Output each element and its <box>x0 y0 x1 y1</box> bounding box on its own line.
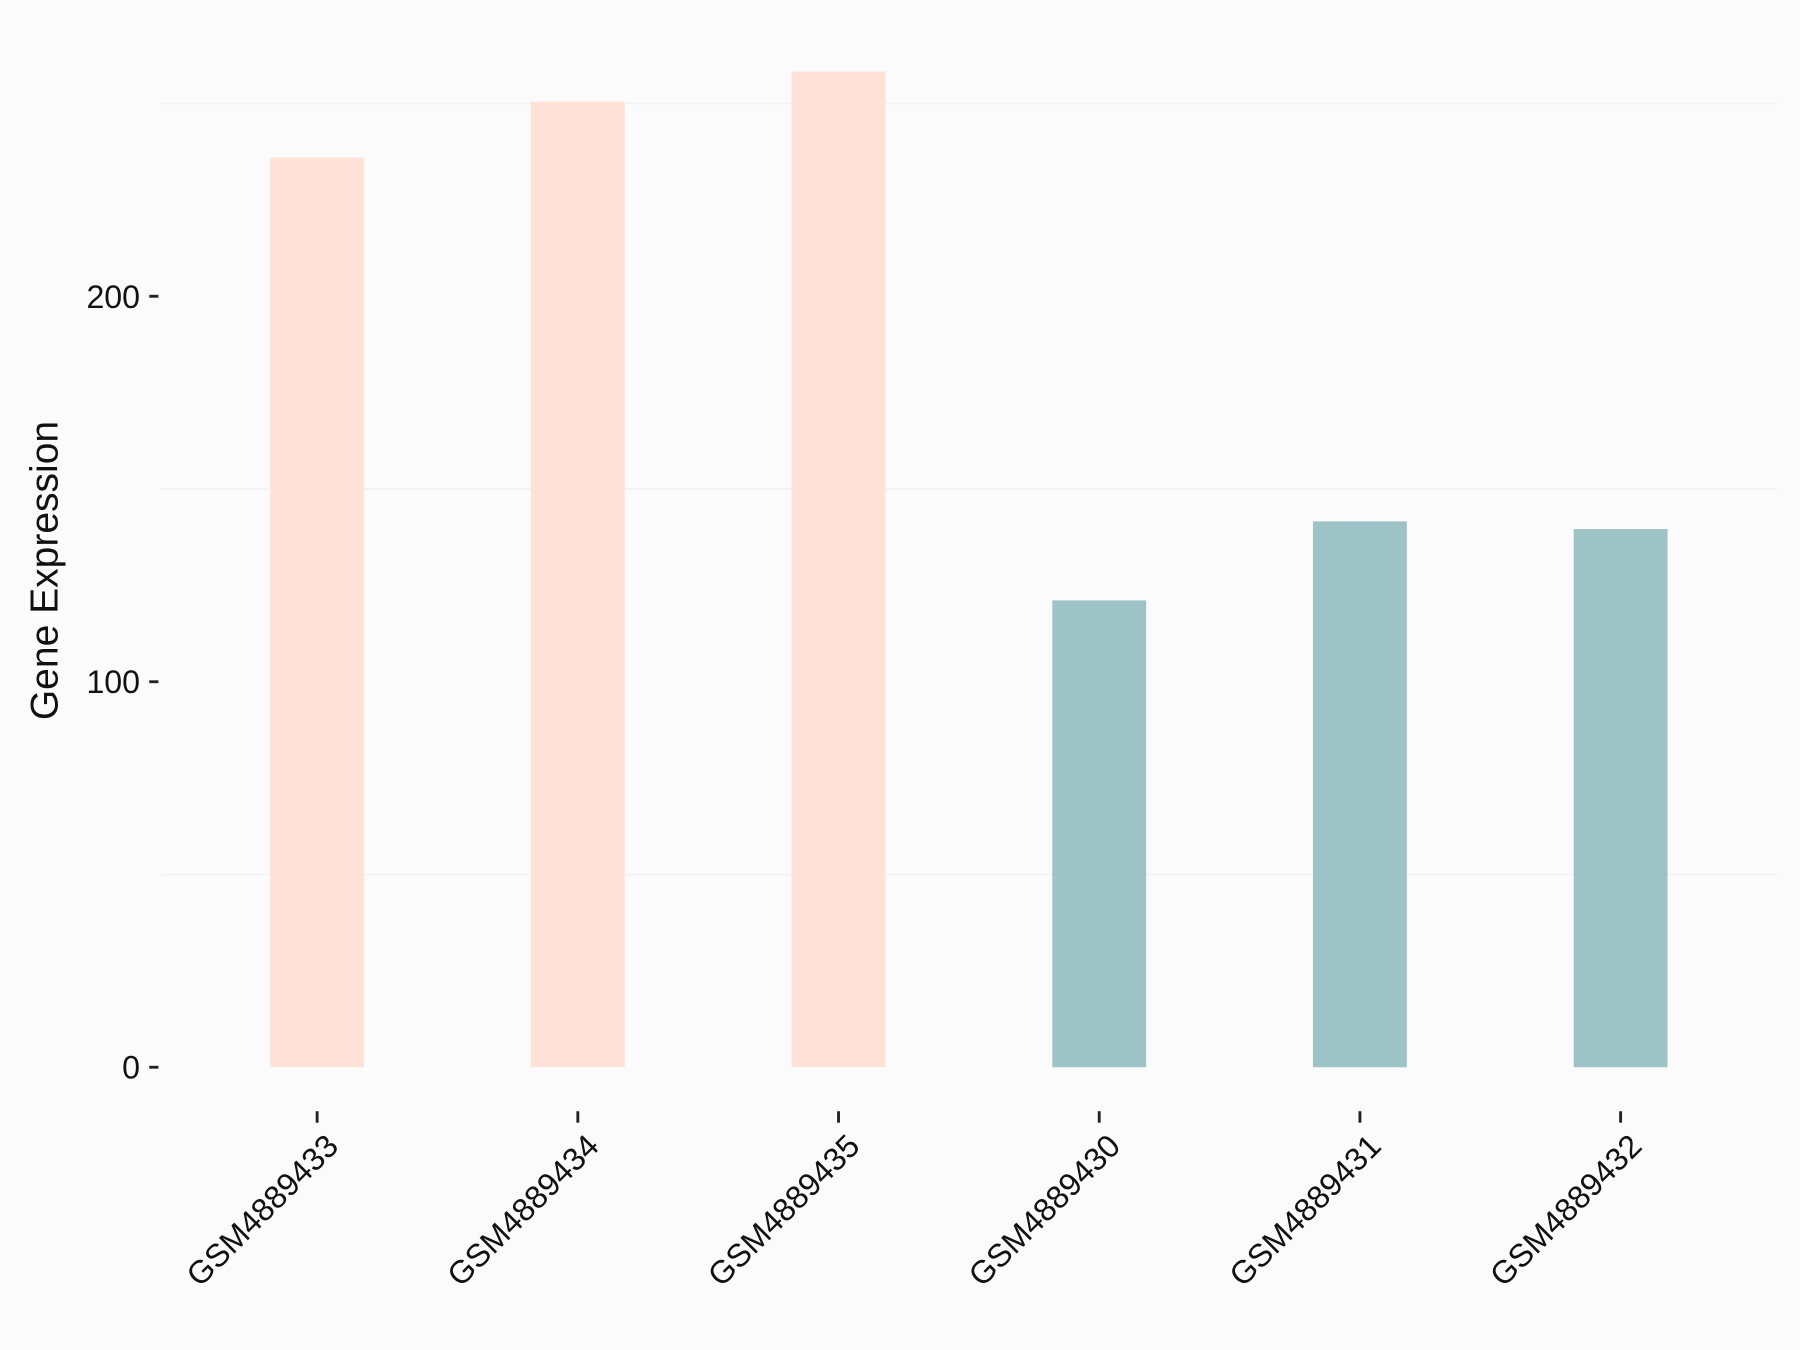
y-tick-label: 100 <box>86 664 140 700</box>
bar <box>791 71 886 1068</box>
y-axis-label: Gene Expression <box>23 421 66 720</box>
bar <box>1573 529 1668 1068</box>
bar <box>530 101 625 1068</box>
y-tick-label: 0 <box>122 1050 140 1086</box>
bar <box>1052 600 1147 1068</box>
bar <box>270 157 365 1068</box>
y-tick-label: 200 <box>86 279 140 315</box>
bar <box>1312 521 1407 1068</box>
